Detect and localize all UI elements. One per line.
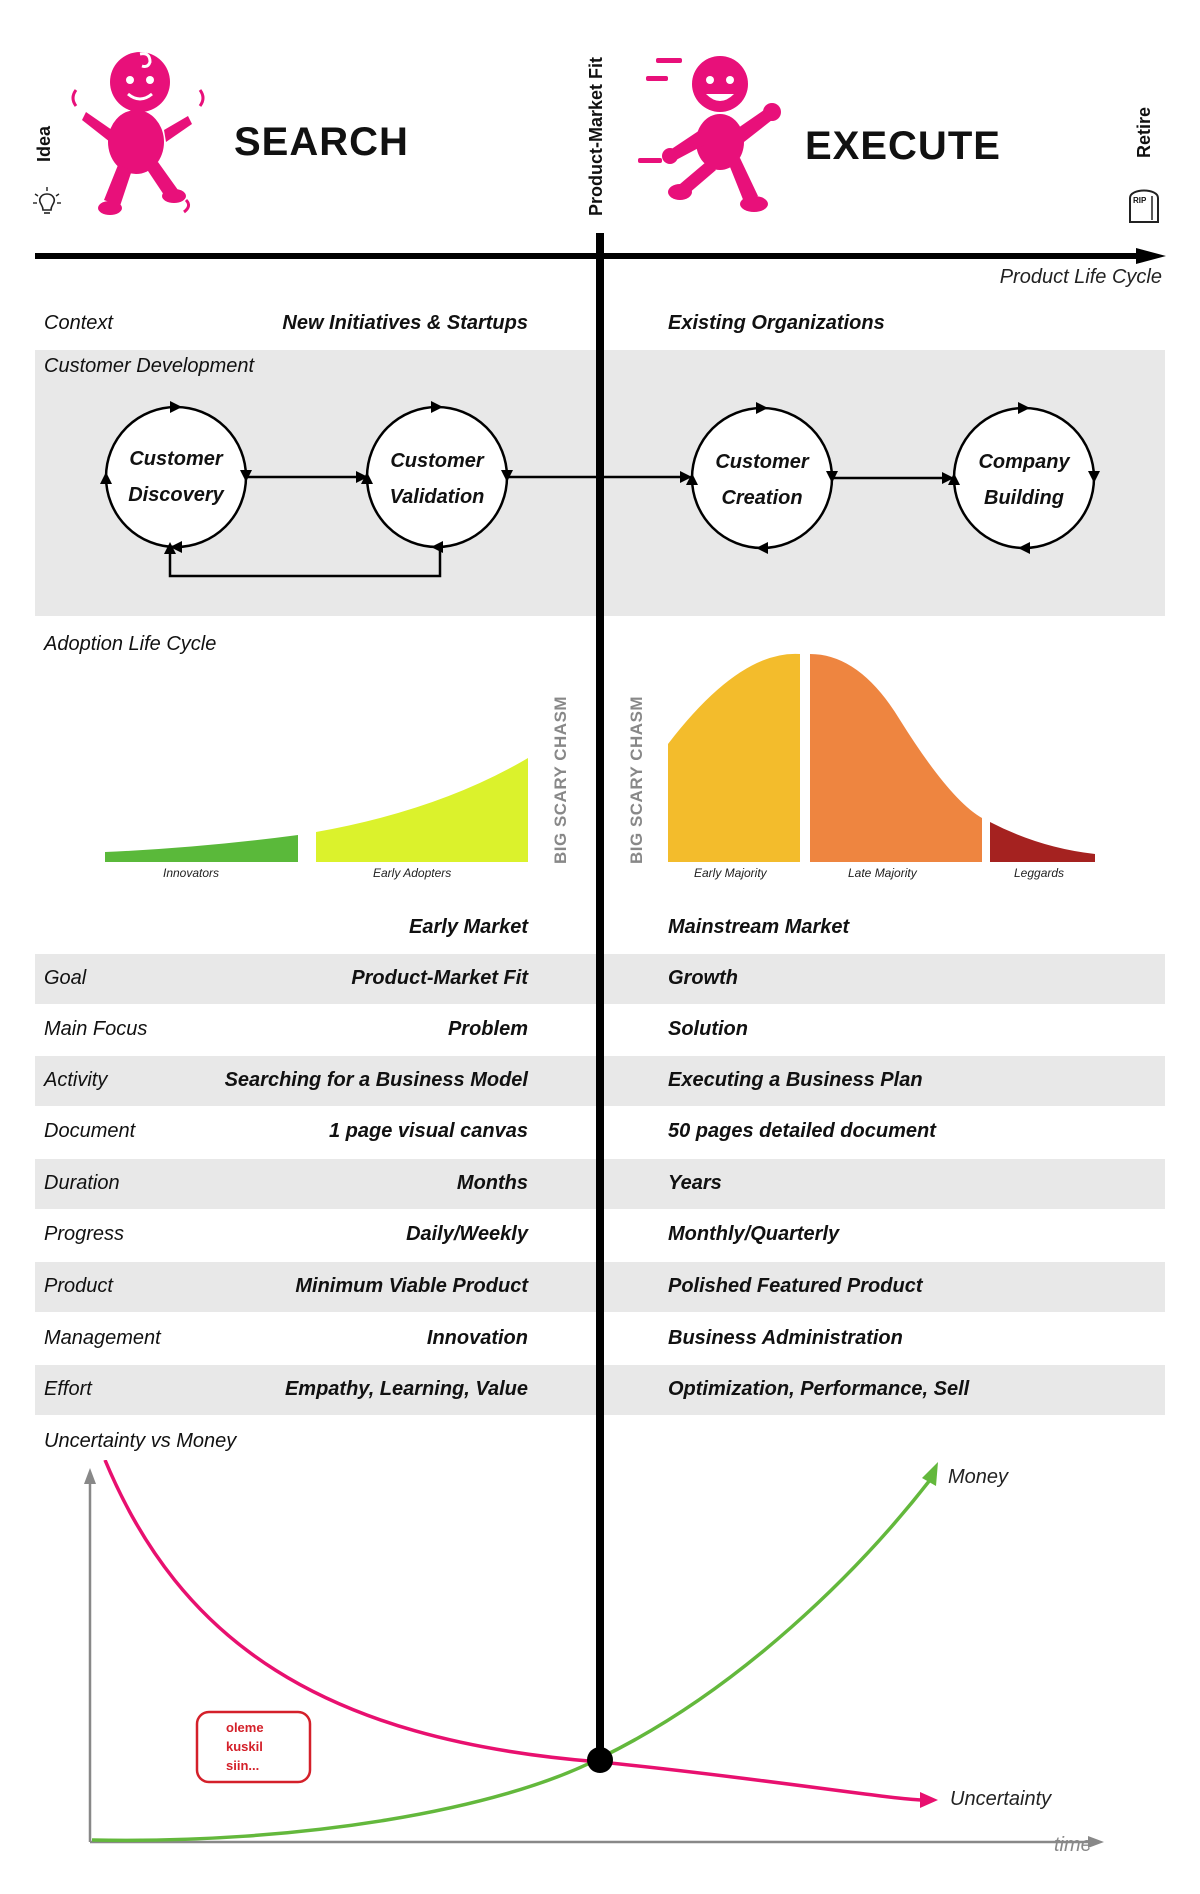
- row-left-product: Minimum Viable Product: [295, 1275, 528, 1297]
- context-label: Context: [44, 312, 113, 334]
- lightbulb-icon: [33, 187, 61, 214]
- chasm-label-right: BIG SCARY CHASM: [627, 695, 646, 864]
- runner-figure-icon: [638, 56, 781, 212]
- mainstream-market-label: Mainstream Market: [668, 916, 850, 938]
- customer-development-label: Customer Development: [44, 355, 255, 377]
- row-right-management: Business Administration: [668, 1327, 903, 1349]
- row-right-main-focus: Solution: [668, 1018, 748, 1040]
- time-label: time: [1054, 1834, 1092, 1856]
- row-label-effort: Effort: [44, 1378, 92, 1400]
- row-label-main-focus: Main Focus: [44, 1018, 148, 1040]
- tombstone-icon: [1129, 189, 1159, 223]
- life-cycle-label: Product Life Cycle: [999, 266, 1162, 288]
- row-left-goal: Product-Market Fit: [351, 967, 528, 989]
- row-label-progress: Progress: [44, 1223, 125, 1245]
- segment-early-majority: [668, 653, 800, 862]
- row-right-progress: Monthly/Quarterly: [668, 1223, 840, 1245]
- row-left-duration: Months: [456, 1172, 528, 1194]
- row-label-activity: Activity: [44, 1069, 108, 1091]
- row-left-activity: Searching for a Business Model: [224, 1069, 528, 1091]
- row-label-document: Document: [44, 1120, 136, 1142]
- pmf-divider-line: [596, 233, 604, 1763]
- row-left-progress: Daily/Weekly: [406, 1223, 528, 1245]
- money-label: Money: [948, 1466, 1009, 1488]
- uncertainty-curve: [103, 1460, 923, 1802]
- customer-development-diagram: [100, 401, 1100, 578]
- segment-label-early-majority: Early Majority: [694, 866, 767, 880]
- step-company-building: Company Building: [978, 451, 1070, 509]
- segment-late-majority: [810, 654, 982, 862]
- step-customer-validation: Customer Validation: [389, 450, 485, 508]
- uncertainty-curve-label: Uncertainty: [950, 1788, 1052, 1810]
- chasm-label-left: BIG SCARY CHASM: [551, 695, 570, 864]
- segment-label-early-adopters: Early Adopters: [373, 866, 452, 880]
- row-left-management: Innovation: [426, 1327, 528, 1349]
- segment-label-innovators: Innovators: [163, 866, 220, 880]
- row-label-duration: Duration: [44, 1172, 120, 1194]
- adoption-curve: [105, 653, 1095, 862]
- row-right-activity: Executing a Business Plan: [668, 1069, 923, 1091]
- step-customer-creation: Customer Creation: [715, 451, 809, 509]
- step-customer-discovery: Customer Discovery: [128, 448, 224, 506]
- segment-innovators: [105, 835, 298, 862]
- row-label-management: Management: [44, 1327, 161, 1349]
- life-cycle-axis: [35, 248, 1166, 264]
- note-box: [195, 1710, 312, 1784]
- adoption-label: Adoption Life Cycle: [44, 633, 217, 655]
- row-label-goal: Goal: [44, 967, 87, 989]
- note-text: oleme kuskil siin...: [226, 1720, 264, 1773]
- row-left-document: 1 page visual canvas: [328, 1120, 528, 1142]
- context-left: New Initiatives & Startups: [282, 312, 528, 334]
- rip-text: RIP: [1133, 196, 1147, 205]
- row-label-product: Product: [44, 1275, 113, 1297]
- row-right-document: 50 pages detailed document: [668, 1120, 936, 1142]
- segment-early-adopters: [316, 758, 528, 862]
- row-right-duration: Years: [668, 1172, 722, 1194]
- uncertainty-money-label: Uncertainty vs Money: [44, 1430, 237, 1452]
- search-title: SEARCH: [234, 120, 409, 164]
- execute-title: EXECUTE: [805, 124, 1001, 168]
- segment-laggards: [990, 822, 1095, 862]
- row-left-effort: Empathy, Learning, Value: [284, 1378, 528, 1400]
- context-right: Existing Organizations: [668, 312, 885, 334]
- segment-label-late-majority: Late Majority: [848, 866, 917, 880]
- row-left-main-focus: Problem: [447, 1018, 528, 1040]
- row-right-goal: Growth: [668, 967, 738, 989]
- segment-label-laggards: Leggards: [1014, 866, 1065, 880]
- row-right-product: Polished Featured Product: [668, 1275, 923, 1297]
- early-market-label: Early Market: [409, 916, 528, 938]
- row-right-effort: Optimization, Performance, Sell: [668, 1378, 970, 1400]
- baby-figure-icon: [71, 52, 205, 215]
